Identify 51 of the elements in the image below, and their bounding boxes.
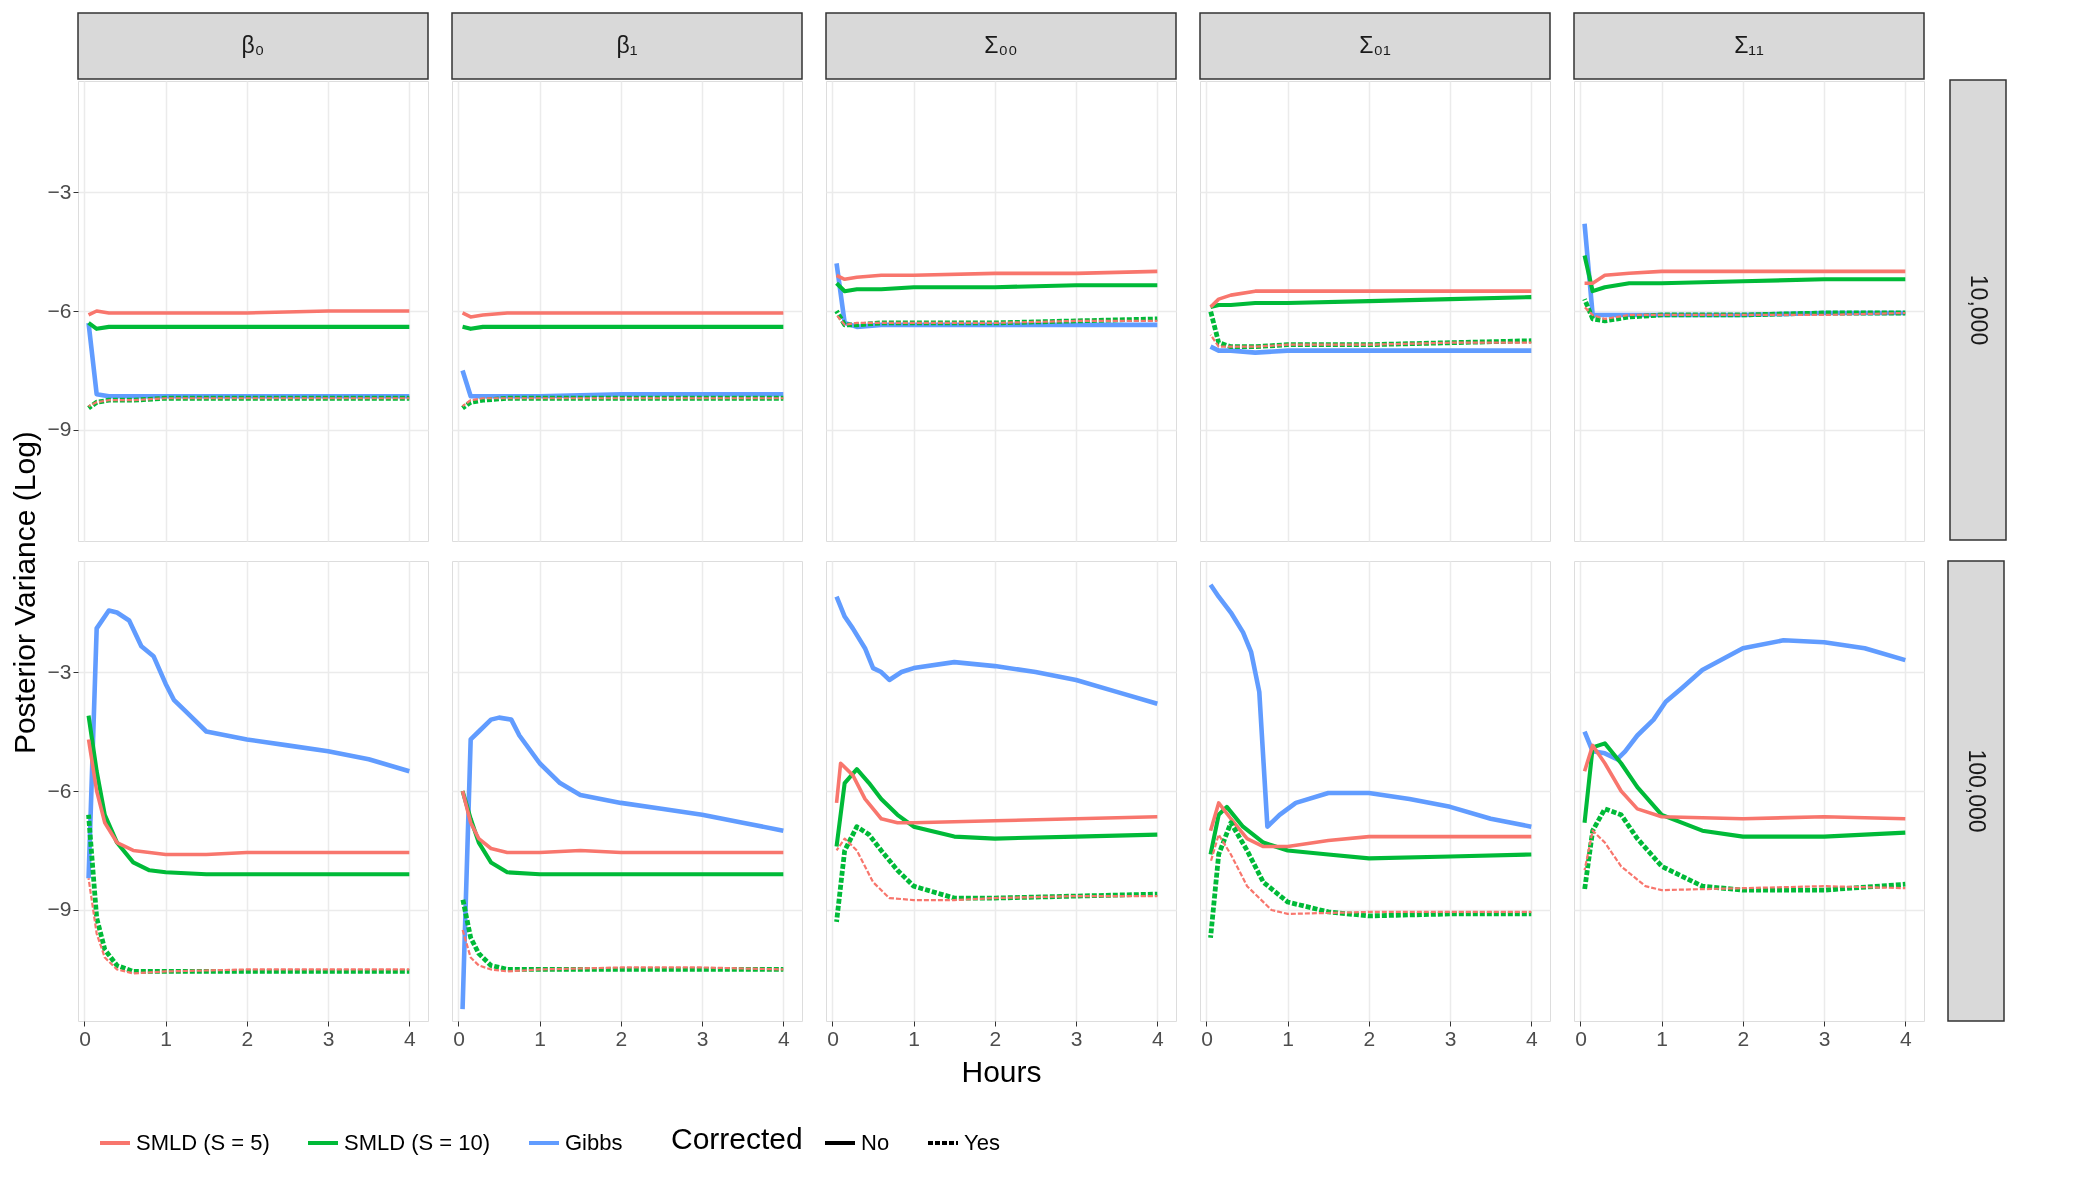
y-tick-label: −3 [47, 659, 72, 683]
text: 10,000 [1966, 274, 1992, 346]
x-tick-label: 0 [453, 1026, 465, 1050]
x-tick-label: 1 [534, 1026, 547, 1050]
text: No [861, 1130, 890, 1155]
chart-title: Σ₁₁ [1734, 32, 1765, 58]
x-tick-label: 4 [1899, 1026, 1912, 1050]
x-tick-label: 3 [1070, 1026, 1083, 1050]
line-series [87, 877, 411, 975]
x-tick-label: 3 [1818, 1026, 1831, 1050]
y-tick-label: −3 [47, 179, 72, 203]
x-tick-label: 1 [1656, 1026, 1669, 1050]
chart-title: Σ₀₁ [1359, 32, 1391, 58]
x-tick-label: 2 [615, 1026, 628, 1050]
x-tick-label: 0 [1575, 1026, 1587, 1050]
legend-title: Corrected [671, 1122, 803, 1155]
x-tick-label: 1 [160, 1026, 173, 1050]
line-series [86, 713, 412, 877]
x-tick-label: 0 [1201, 1026, 1213, 1050]
y-tick-label: −6 [47, 778, 72, 802]
legend-label: SMLD (S = 5) [136, 1130, 270, 1155]
x-tick-label: 2 [1737, 1026, 1750, 1050]
chart-title: Σ₀₀ [984, 32, 1018, 58]
x-tick-label: 3 [1444, 1026, 1457, 1050]
x-tick-label: 2 [989, 1026, 1002, 1050]
x-tick-label: 3 [696, 1026, 709, 1050]
y-axis-title: Posterior Variance (Log) [7, 431, 41, 755]
line-series [86, 812, 412, 974]
x-tick-label: 4 [1151, 1026, 1164, 1050]
x-tick-label: 0 [827, 1026, 839, 1050]
x-tick-label: 2 [1363, 1026, 1376, 1050]
y-tick-label: −9 [47, 417, 72, 441]
chart-title: β₁ [616, 32, 638, 58]
x-tick-label: 3 [322, 1026, 335, 1050]
x-tick-label: 1 [1282, 1026, 1295, 1050]
legend-label: Gibbs [565, 1130, 623, 1155]
legend-label: SMLD (S = 10) [344, 1130, 491, 1155]
x-axis-title: Hours [961, 1054, 1042, 1088]
chart-title: β₀ [241, 32, 265, 58]
x-tick-label: 4 [777, 1026, 790, 1050]
x-tick-label: 1 [908, 1026, 921, 1050]
line-series [86, 608, 412, 881]
text: 100,000 [1964, 749, 1990, 833]
x-tick-label: 0 [79, 1026, 91, 1050]
x-tick-label: 2 [241, 1026, 254, 1050]
x-tick-label: 4 [1525, 1026, 1538, 1050]
x-tick-label: 4 [403, 1026, 416, 1050]
line-series [86, 737, 412, 857]
y-tick-label: −6 [47, 298, 72, 322]
y-tick-label: −9 [47, 897, 72, 921]
text: Yes [964, 1130, 1000, 1155]
